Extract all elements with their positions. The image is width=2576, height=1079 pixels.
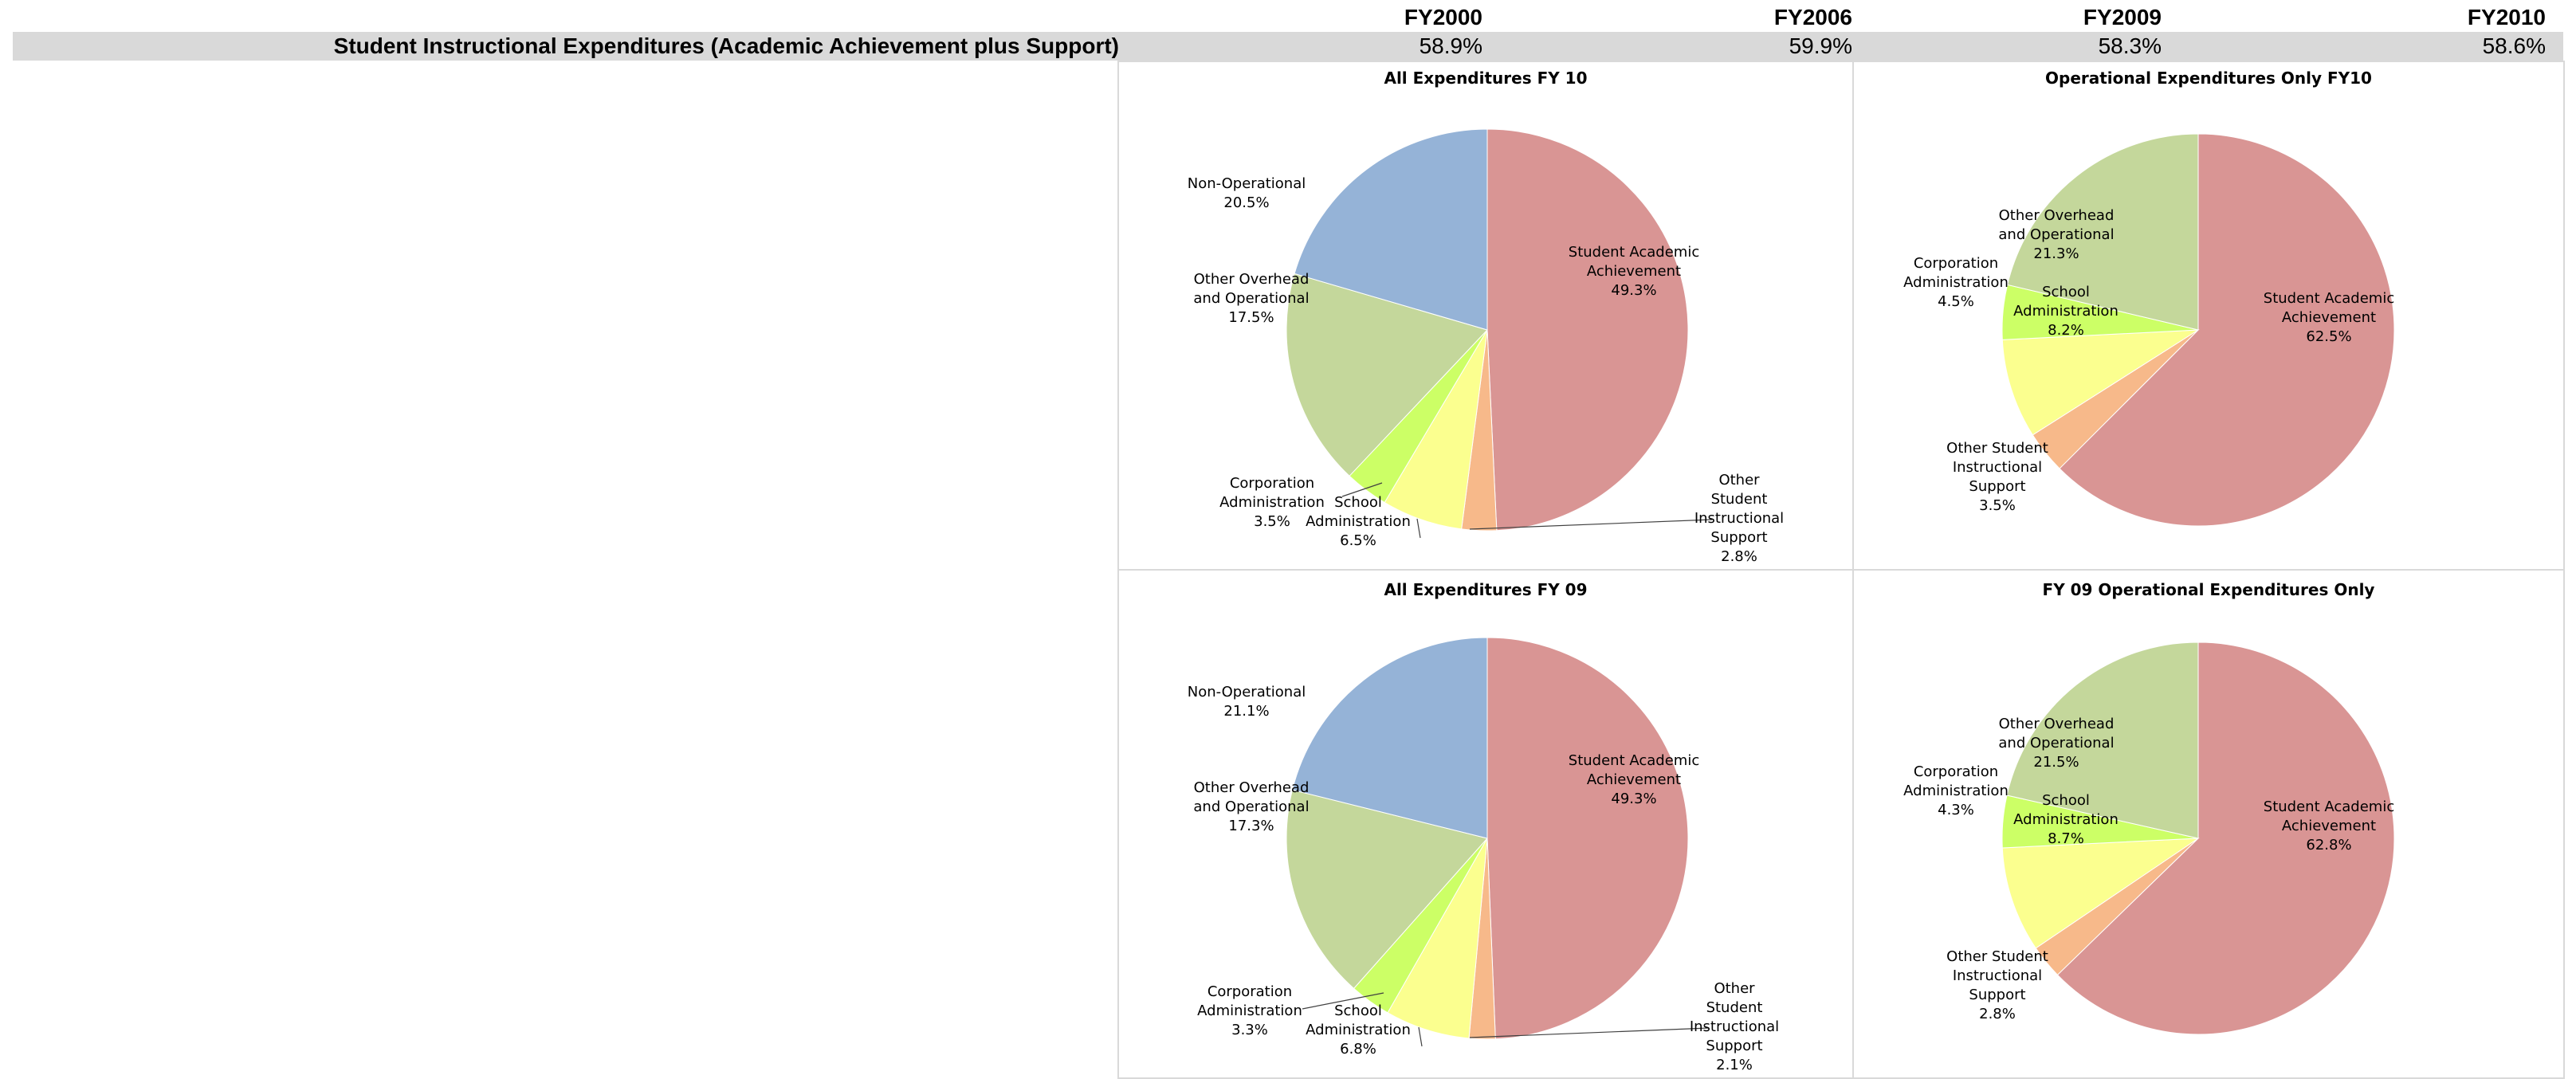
chart-panel-all-fy10: All Expenditures FY 10 Student Academic A… bbox=[1117, 61, 1854, 571]
slice-label: School Administration 6.8% bbox=[1306, 1002, 1411, 1057]
leader-line bbox=[1469, 519, 1713, 530]
pie-chart-all-fy10: Student Academic Achievement 49.3% Other Stu… bbox=[1188, 128, 1784, 565]
pie-chart-operational-fy09: Student Academic Achievement 62.8% Other St… bbox=[1903, 642, 2395, 1035]
slice-label: Corporation Administration 4.3% bbox=[1903, 763, 2009, 818]
header-fy2000: FY2000 bbox=[1404, 5, 1482, 29]
pie-chart-all-fy09: Student Academic Achievement 49.3% Other Stu… bbox=[1188, 637, 1779, 1073]
slice-label: School Administration 8.7% bbox=[2013, 792, 2119, 847]
leader-line bbox=[1302, 992, 1384, 1010]
pie-slice-non-operational bbox=[1291, 637, 1488, 839]
pie-slice-other-overhead-and-operational bbox=[1286, 273, 1488, 477]
slice-label: Other Overhead and Operational 21.3% bbox=[1998, 207, 2114, 262]
chart-panel-operational-fy09: FY 09 Operational Expenditures Only Stud… bbox=[1852, 569, 2565, 1079]
slice-label: Corporation Administration 3.5% bbox=[1219, 475, 1325, 530]
leader-line bbox=[1416, 518, 1421, 539]
chart-title: All Expenditures FY 10 bbox=[1384, 69, 1588, 88]
slice-label: Student Academic Achievement 49.3% bbox=[1569, 752, 1699, 807]
pie-slice-other-overhead-and-operational bbox=[1286, 789, 1488, 990]
slice-label: Other Student Instructional Support 3.5% bbox=[1946, 440, 2048, 514]
chart-panel-operational-fy10: Operational Expenditures Only FY10 Stude… bbox=[1852, 61, 2565, 571]
pie-slice-student-academic-achievement bbox=[1486, 128, 1689, 532]
slice-label: Other Overhead and Operational 17.5% bbox=[1193, 271, 1309, 326]
summary-row-band bbox=[13, 32, 2563, 61]
slice-label: Other Overhead and Operational 21.5% bbox=[1998, 716, 2114, 771]
slice-label: Student Academic Achievement 49.3% bbox=[1569, 244, 1699, 299]
slice-label: Corporation Administration 4.5% bbox=[1903, 255, 2009, 310]
header-fy2010: FY2010 bbox=[2467, 5, 2546, 29]
pie-slice-student-academic-achievement bbox=[1486, 637, 1689, 1040]
slice-label: Other Student Instructional Support 2.8% bbox=[1946, 948, 2048, 1022]
header-fy2006: FY2006 bbox=[1773, 5, 1852, 29]
chart-title: Operational Expenditures Only FY10 bbox=[2045, 69, 2372, 88]
leader-line bbox=[1341, 482, 1383, 497]
slice-label: Student Academic Achievement 62.5% bbox=[2264, 290, 2394, 345]
slice-label: Other Overhead and Operational 17.3% bbox=[1193, 779, 1309, 834]
chart-title: All Expenditures FY 09 bbox=[1384, 580, 1588, 599]
summary-value-fy2010: 58.6% bbox=[2482, 33, 2546, 58]
pie-slice-other-overhead-and-operational bbox=[2007, 133, 2199, 331]
chart-panel-all-fy09: All Expenditures FY 09 Student Academic A… bbox=[1117, 569, 1854, 1079]
summary-value-fy2000: 58.9% bbox=[1419, 33, 1482, 58]
leader-line bbox=[1469, 1027, 1710, 1038]
chart-title: FY 09 Operational Expenditures Only bbox=[2042, 580, 2375, 599]
slice-label: Student Academic Achievement 62.8% bbox=[2264, 798, 2394, 853]
slice-label: Non-Operational 20.5% bbox=[1188, 175, 1306, 211]
pie-chart-operational-fy10: Student Academic Achievement 62.5% Other St… bbox=[1903, 133, 2395, 527]
pie-slice-student-academic-achievement bbox=[2056, 642, 2395, 1035]
pie-slice-school-administration bbox=[2001, 329, 2200, 436]
slice-label: School Administration 8.2% bbox=[2013, 284, 2119, 339]
summary-row-label: Student Instructional Expenditures (Acad… bbox=[333, 33, 1119, 58]
pie-slice-other-overhead-and-operational bbox=[2006, 642, 2199, 839]
pie-slice-student-academic-achievement bbox=[2059, 133, 2395, 527]
slice-label: Corporation Administration 3.3% bbox=[1197, 983, 1302, 1038]
slice-label: Other Student Instructional Support 2.8% bbox=[1694, 472, 1784, 565]
pie-slice-non-operational bbox=[1294, 128, 1488, 331]
leader-line bbox=[1418, 1026, 1423, 1047]
summary-value-fy2006: 59.9% bbox=[1789, 33, 1852, 58]
slice-label: Other Student Instructional Support 2.1% bbox=[1690, 980, 1779, 1073]
header-fy2009: FY2009 bbox=[2083, 5, 2162, 29]
pie-slice-school-administration bbox=[2001, 838, 2200, 949]
slice-label: School Administration 6.5% bbox=[1306, 494, 1411, 549]
slice-label: Non-Operational 21.1% bbox=[1188, 684, 1306, 720]
pie-slice-school-administration bbox=[1387, 838, 1488, 1039]
summary-value-fy2009: 58.3% bbox=[2098, 33, 2162, 58]
